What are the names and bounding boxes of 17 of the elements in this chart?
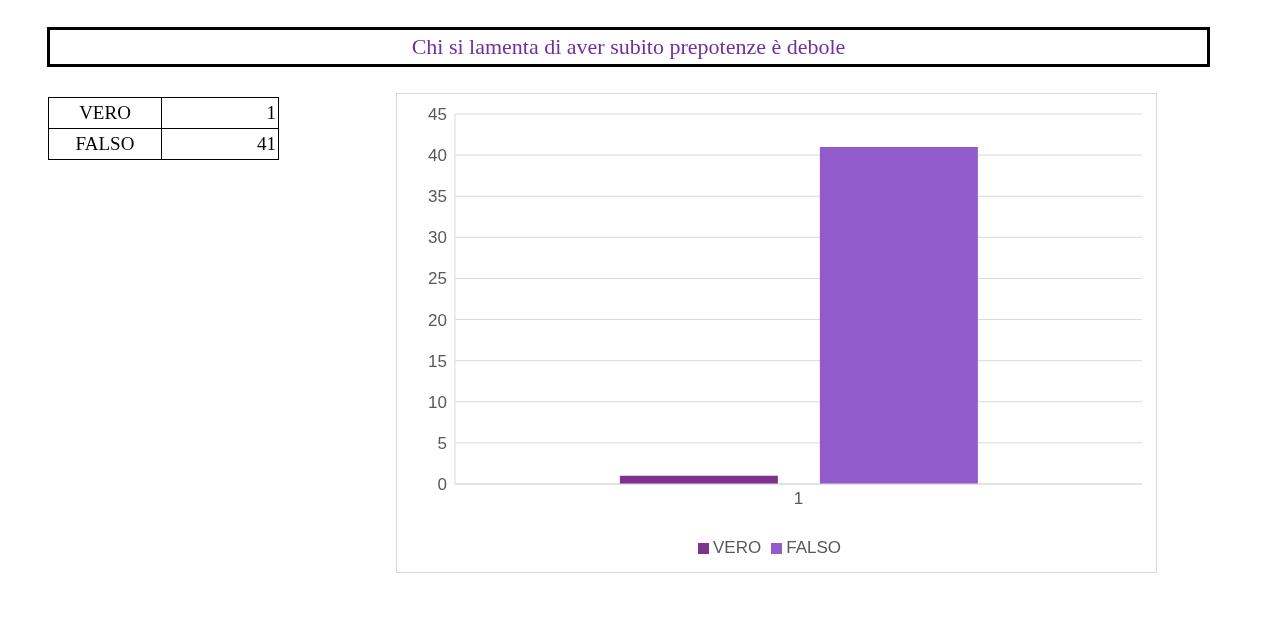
data-label: 1: [161, 97, 279, 129]
category-label: VERO: [48, 97, 162, 129]
y-tick-label: 0: [437, 475, 447, 495]
y-tick-label: 5: [437, 433, 447, 453]
y-tick-label: 20: [428, 310, 447, 330]
y-tick-label: 10: [428, 392, 447, 412]
chart-title: Chi si lamenta di aver subito prepotenze è debole: [47, 27, 1210, 67]
category-label: FALSO: [48, 128, 162, 160]
y-tick-label: 35: [428, 187, 447, 207]
y-tick-label: 40: [428, 146, 447, 166]
y-tick-label: 15: [428, 351, 447, 371]
y-tick-label: 45: [428, 105, 447, 125]
legend-label: VERO: [713, 538, 762, 557]
y-tick-label: 25: [428, 269, 447, 289]
data-label: 41: [161, 128, 279, 160]
y-tick-label: 30: [428, 228, 447, 248]
legend-label: FALSO: [786, 538, 841, 557]
